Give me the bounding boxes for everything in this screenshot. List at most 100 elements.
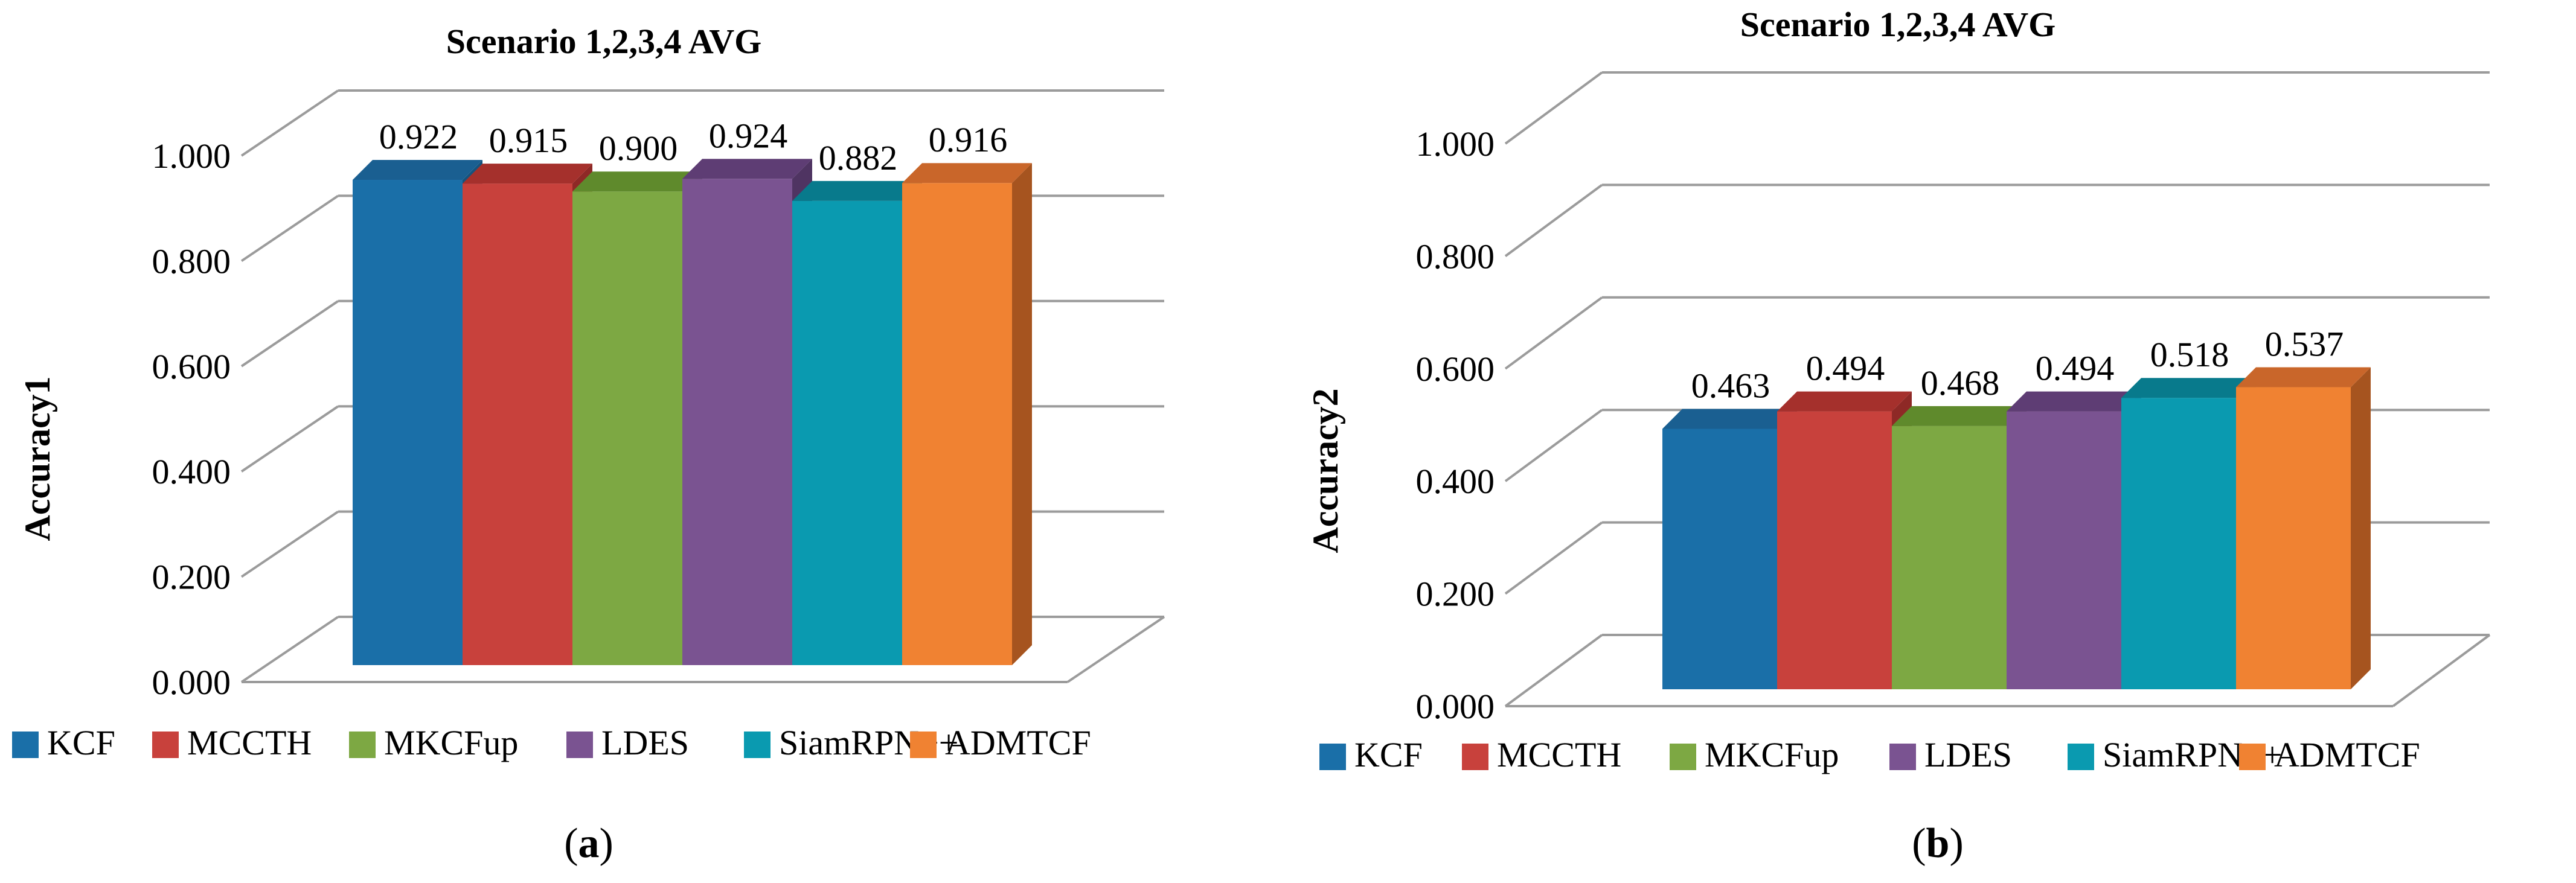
legend-swatch [2239, 744, 2266, 770]
bar-top-0 [353, 160, 482, 180]
bar-ldes [2007, 411, 2121, 689]
bar-top-2 [1892, 406, 2027, 426]
legend-label: KCF [1354, 735, 1423, 774]
y-tick-label: 1.000 [152, 136, 231, 176]
figure-caption: (a) [564, 820, 614, 867]
legend-swatch [744, 732, 771, 758]
legend-label: KCF [47, 723, 115, 762]
y-tick-label: 0.400 [1416, 462, 1495, 501]
gridline-diagonal [1504, 409, 1603, 482]
data-label: 0.882 [819, 138, 898, 177]
y-axis-label: Accuracy1 [18, 376, 57, 541]
chart-title: Scenario 1,2,3,4 AVG [1740, 5, 2056, 44]
bar-admtcf [902, 183, 1012, 665]
gridline-diagonal [1504, 521, 1603, 595]
gridline-diagonal [1504, 183, 1603, 258]
data-label: 0.494 [1806, 349, 1885, 388]
gridline-diagonal [1504, 296, 1603, 370]
chart-title: Scenario 1,2,3,4 AVG [446, 22, 762, 61]
bar-siamrpn [792, 200, 902, 665]
y-tick-label: 0.200 [1416, 575, 1495, 614]
caption-letter: b [1926, 820, 1950, 867]
bar-top-0 [1662, 409, 1797, 429]
caption-letter: a [578, 820, 600, 867]
data-label: 0.537 [2265, 325, 2344, 364]
gridline-diagonal [240, 616, 339, 683]
y-tick-label: 0.000 [152, 663, 231, 702]
caption-open: ( [1912, 820, 1926, 867]
gridline-diagonal [1504, 634, 1603, 707]
data-label: 0.900 [599, 129, 678, 168]
legend-swatch [12, 732, 39, 758]
bar-mkcfup [572, 191, 682, 665]
bar-top-2 [572, 171, 702, 192]
bar-top-1 [1777, 391, 1912, 412]
chart-a-svg: Scenario 1,2,3,4 AVG Accuracy1 0.000 0.200 0… [12, 22, 1165, 867]
data-label: 0.494 [2036, 349, 2115, 388]
figure-caption: (b) [1912, 820, 1964, 867]
y-tick-label: 0.200 [152, 558, 231, 597]
floor-right-edge [2392, 634, 2491, 707]
bar-mkcfup [1892, 426, 2007, 689]
legend-swatch [2068, 744, 2094, 770]
bar-kcf [1662, 429, 1777, 689]
bar-side-5 [1012, 163, 1032, 665]
legend-swatch [152, 732, 179, 758]
data-label: 0.916 [929, 120, 1008, 159]
legend-swatch [910, 732, 937, 758]
y-tick-label: 1.000 [1416, 124, 1495, 164]
legend-label: ADMTCF [2274, 735, 2420, 774]
data-label: 0.463 [1691, 366, 1770, 405]
bar-siamrpn [2121, 398, 2236, 689]
bar-side-5 [2351, 367, 2371, 689]
bar-top-5 [2236, 367, 2371, 387]
legend-swatch [1319, 744, 1346, 770]
legend-swatch [1889, 744, 1916, 770]
gridline-diagonal [1504, 71, 1603, 145]
floor-right-edge [1066, 616, 1165, 683]
data-label: 0.922 [379, 117, 458, 156]
caption-close: ) [1949, 820, 1963, 867]
legend-swatch [1462, 744, 1488, 770]
bar-top-3 [682, 159, 812, 179]
y-tick-label: 0.600 [1416, 349, 1495, 389]
caption-close: ) [600, 820, 614, 867]
legend-swatch [566, 732, 593, 758]
bar-top-3 [2007, 391, 2141, 412]
legend-swatch [349, 732, 376, 758]
bar-top-4 [792, 180, 922, 201]
y-tick-label: 0.400 [152, 452, 231, 491]
bar-top-1 [463, 164, 592, 184]
legend-label: MCCTH [1497, 735, 1621, 774]
legend-label: LDES [1924, 735, 2012, 774]
chart-panel-b: Scenario 1,2,3,4 AVG Accuracy2 0.000 0.200 0… [1288, 0, 2576, 883]
bar-ldes [682, 179, 792, 666]
data-label: 0.518 [2150, 335, 2229, 374]
chart-b-svg: Scenario 1,2,3,4 AVG Accuracy2 0.000 0.200 0… [1306, 5, 2491, 867]
data-label: 0.924 [709, 116, 788, 155]
gridline-diagonal [240, 300, 339, 368]
y-tick-label: 0.000 [1416, 687, 1495, 726]
bar-top-4 [2121, 378, 2256, 398]
data-label: 0.468 [1921, 363, 2000, 403]
gridline-diagonal [240, 405, 339, 473]
y-axis-label: Accuracy2 [1306, 388, 1345, 553]
bar-mccth [1777, 411, 1892, 689]
gridline-diagonal [240, 89, 339, 157]
chart-panel-a: Scenario 1,2,3,4 AVG Accuracy1 0.000 0.200 0… [12, 22, 1165, 867]
legend-swatch [1670, 744, 1696, 770]
legend-label: LDES [601, 723, 689, 762]
bar-top-5 [902, 163, 1032, 183]
bar-mccth [463, 183, 572, 665]
bar-kcf [353, 180, 463, 665]
legend-label: MKCFup [1705, 735, 1839, 774]
data-label: 0.915 [489, 121, 568, 160]
gridline-diagonal [240, 194, 339, 263]
y-tick-label: 0.600 [152, 347, 231, 386]
legend-label: ADMTCF [945, 723, 1091, 762]
bar-admtcf [2236, 387, 2351, 689]
legend-label: MKCFup [384, 723, 518, 762]
y-tick-label: 0.800 [1416, 237, 1495, 276]
caption-open: ( [564, 820, 578, 867]
legend-label: MCCTH [187, 723, 312, 762]
